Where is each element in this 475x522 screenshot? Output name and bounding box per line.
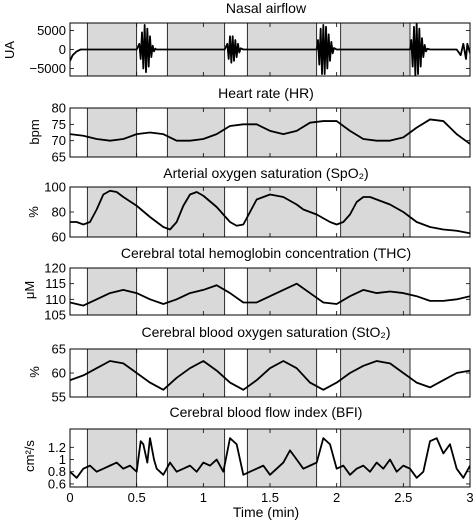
y-tick-label: 0.8 (48, 464, 66, 479)
x-tick-label: 3 (466, 490, 473, 505)
y-tick-label: 55 (52, 390, 66, 405)
y-axis-label-thc: μM (22, 281, 37, 299)
shaded-interval-3 (246, 107, 318, 158)
x-tick-label: 2.5 (394, 490, 412, 505)
plot-spo2: 100 80 60 (44, 180, 471, 245)
shaded-interval-2 (166, 186, 226, 238)
shaded-interval-2 (166, 428, 226, 488)
y-axis-label-nasal-airflow: UA (2, 41, 17, 59)
y-tick-label: 110 (45, 292, 66, 307)
panel-sto2: Cerebral blood oxygen saturation (StO₂) … (27, 324, 471, 405)
y-tick-label: 1 (59, 452, 66, 467)
x-tick-label: 1 (200, 490, 207, 505)
y-tick-label: 1.2 (48, 440, 66, 455)
shaded-interval-3 (246, 428, 318, 488)
y-tick-label: 70 (52, 133, 66, 148)
x-tick-label: 0.5 (128, 490, 146, 505)
shaded-interval-2 (166, 348, 226, 398)
panel-title-heart-rate: Heart rate (HR) (218, 85, 314, 101)
plot-bfi: 1.210.80.60 0.5 1 1.5 2 2.5 3 (48, 428, 474, 505)
shaded-interval-1 (86, 428, 138, 488)
x-axis-label: Time (min) (233, 504, 299, 520)
panel-title-bfi: Cerebral blood flow index (BFI) (170, 404, 363, 420)
shaded-interval-1 (86, 107, 138, 158)
y-tick-label: 5000 (37, 23, 66, 38)
axes-frame (69, 348, 471, 398)
shaded-interval-2 (166, 107, 226, 158)
series-line (70, 437, 470, 479)
panel-spo2: Arterial oxygen saturation (SpO₂) % 100 8… (26, 165, 471, 245)
y-tick-label: 0.6 (48, 476, 66, 491)
y-tick-label: 65 (52, 150, 66, 165)
y-tick-label: 80 (52, 205, 66, 220)
panel-title-nasal-airflow: Nasal airflow (226, 0, 307, 16)
axes-frame (69, 22, 471, 77)
x-tick-label: 1.5 (261, 490, 279, 505)
panel-title-thc: Cerebral total hemoglobin concentration … (121, 245, 411, 261)
y-tick-label: 115 (45, 276, 66, 291)
shaded-interval-3 (246, 186, 318, 238)
panel-title-sto2: Cerebral blood oxygen saturation (StO₂) (141, 324, 390, 340)
shaded-interval-1 (86, 348, 138, 398)
axes-frame (69, 186, 471, 238)
shaded-interval-3 (246, 348, 318, 398)
x-tick-label: 0 (66, 490, 73, 505)
y-axis-label-sto2: % (27, 366, 42, 378)
panel-nasal-airflow: Nasal airflow UA 5000 0 −5000 (2, 0, 471, 77)
y-axis-label-heart-rate: bpm (27, 119, 42, 144)
plot-nasal-airflow: 5000 0 −5000 (29, 22, 471, 77)
panel-title-spo2: Arterial oxygen saturation (SpO₂) (163, 165, 368, 181)
y-tick-label: 100 (44, 180, 66, 195)
series-line (70, 23, 470, 76)
y-tick-label: 80 (52, 101, 66, 116)
y-tick-label: 60 (52, 366, 66, 381)
series-line (70, 189, 470, 235)
x-tick-label: 2 (333, 490, 340, 505)
y-tick-label: 65 (52, 342, 66, 357)
shaded-interval-4 (340, 428, 411, 488)
axes-frame (69, 267, 471, 316)
y-axis-label-bfi: cm²/s (22, 440, 37, 472)
y-tick-label: 0 (59, 42, 66, 57)
y-axis-label-spo2: % (26, 206, 41, 218)
y-tick-label: 75 (52, 117, 66, 132)
y-tick-label: −5000 (29, 61, 66, 76)
series-line (70, 360, 470, 391)
axes-frame (69, 428, 471, 488)
y-tick-label: 60 (52, 230, 66, 245)
plot-sto2: 65 60 55 (52, 342, 471, 405)
shaded-interval-4 (340, 267, 411, 316)
y-tick-label: 105 (44, 308, 66, 323)
series-line (70, 118, 470, 145)
panel-bfi: Cerebral blood flow index (BFI) cm²/s 1.… (22, 404, 474, 520)
y-tick-label: 120 (44, 261, 66, 276)
panel-thc: Cerebral total hemoglobin concentration … (22, 245, 471, 323)
series-line (70, 282, 470, 307)
axes-frame (69, 107, 471, 158)
